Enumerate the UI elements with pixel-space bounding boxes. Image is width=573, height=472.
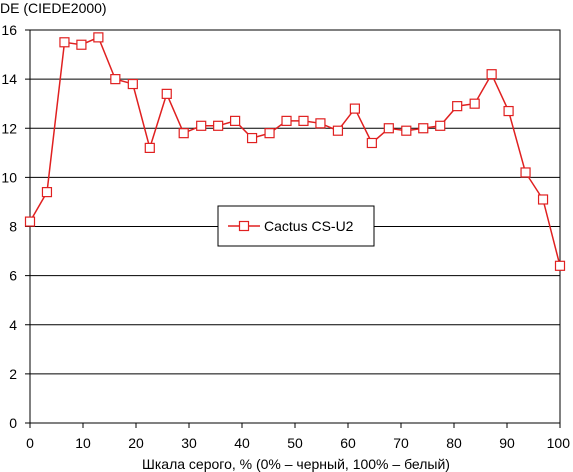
data-point bbox=[144, 142, 155, 153]
series-group bbox=[24, 32, 566, 271]
data-point bbox=[281, 115, 292, 126]
y-tick-label: 14 bbox=[1, 71, 17, 87]
data-point bbox=[537, 194, 549, 205]
legend-label: Cactus CS-U2 bbox=[264, 218, 354, 234]
data-point bbox=[76, 39, 87, 50]
y-tick-label: 2 bbox=[9, 366, 17, 382]
x-tick-label: 30 bbox=[181, 435, 197, 451]
data-point bbox=[383, 123, 394, 134]
data-point bbox=[366, 137, 377, 149]
y-tick-label: 10 bbox=[1, 169, 17, 185]
data-point bbox=[24, 216, 36, 227]
data-point bbox=[349, 103, 360, 114]
data-point bbox=[452, 101, 463, 112]
data-point bbox=[230, 115, 241, 126]
y-tick-label: 0 bbox=[9, 415, 17, 431]
x-tick-label: 10 bbox=[75, 435, 91, 451]
y-axis-title: DE (CIEDE2000) bbox=[0, 0, 107, 16]
x-tick-labels: 0 10 20 30 40 50 60 70 80 90 100 bbox=[26, 435, 570, 451]
legend-marker bbox=[238, 220, 250, 232]
x-tick-label: 0 bbox=[26, 435, 34, 451]
data-point bbox=[503, 105, 514, 117]
data-point bbox=[161, 88, 172, 99]
data-point bbox=[554, 260, 566, 271]
x-tick-label: 40 bbox=[234, 435, 250, 451]
y-tick-label: 4 bbox=[9, 317, 17, 333]
data-point bbox=[332, 125, 344, 136]
data-point bbox=[93, 32, 104, 43]
y-tick-label: 6 bbox=[9, 268, 17, 284]
x-axis-title: Шкала серого, % (0% – черный, 100% – бел… bbox=[142, 456, 450, 472]
x-tick-label: 80 bbox=[446, 435, 462, 451]
data-point bbox=[178, 128, 189, 139]
data-point bbox=[435, 120, 446, 131]
x-tick-label: 50 bbox=[287, 435, 303, 451]
x-tick-label: 70 bbox=[393, 435, 409, 451]
y-tick-label: 16 bbox=[1, 22, 17, 38]
y-tick-label: 8 bbox=[9, 219, 17, 235]
x-tick-label: 60 bbox=[340, 435, 356, 451]
data-point bbox=[110, 74, 121, 85]
data-point bbox=[401, 125, 412, 136]
data-point bbox=[264, 128, 275, 139]
data-point bbox=[298, 115, 309, 126]
legend: Cactus CS-U2 bbox=[217, 205, 375, 247]
x-tick-label: 100 bbox=[547, 435, 571, 451]
data-point bbox=[469, 98, 480, 109]
data-point bbox=[196, 120, 207, 131]
data-point bbox=[127, 78, 138, 90]
data-point bbox=[486, 69, 497, 80]
x-tick-label: 20 bbox=[128, 435, 144, 451]
data-point bbox=[213, 120, 224, 131]
data-point bbox=[315, 118, 326, 129]
data-point bbox=[520, 167, 531, 178]
data-point bbox=[418, 123, 429, 134]
data-point bbox=[41, 187, 53, 198]
x-tick-label: 90 bbox=[499, 435, 515, 451]
data-point bbox=[246, 132, 258, 144]
y-tick-labels: 0 2 4 6 8 10 12 14 16 bbox=[1, 22, 17, 431]
y-tick-label: 12 bbox=[1, 120, 17, 136]
data-point bbox=[59, 37, 70, 48]
